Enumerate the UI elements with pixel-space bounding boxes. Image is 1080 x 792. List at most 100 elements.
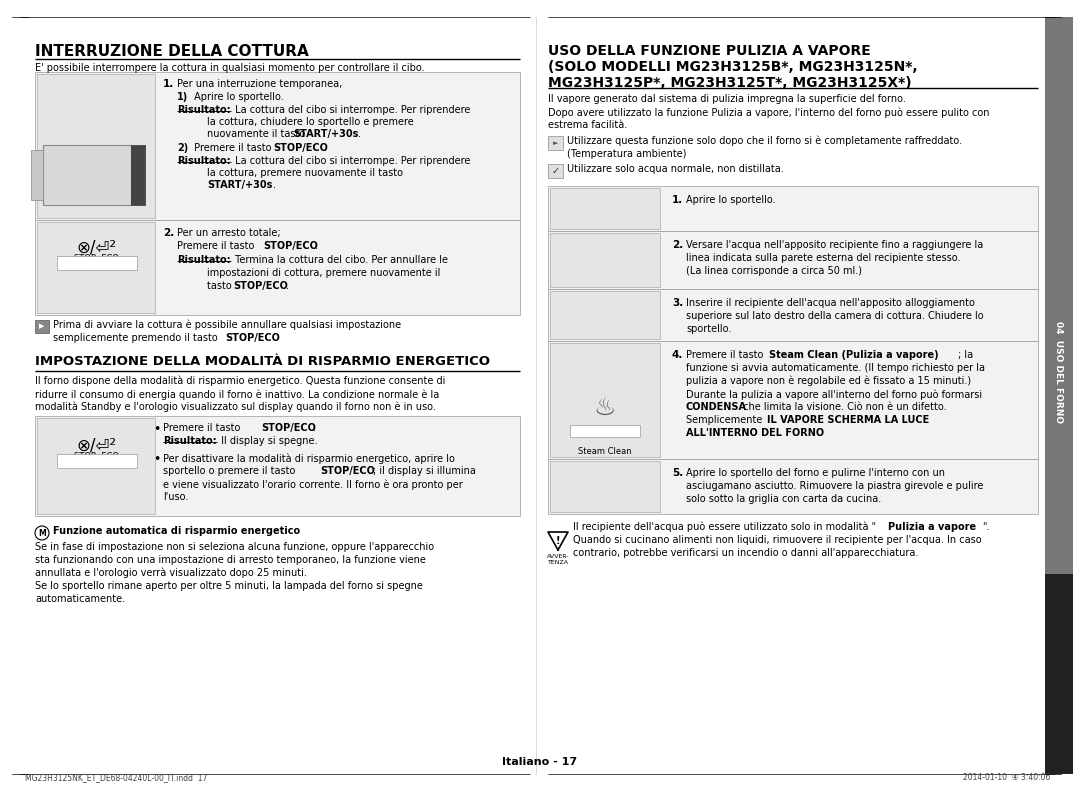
Text: •: • bbox=[153, 423, 160, 436]
Bar bbox=[31, 150, 43, 200]
Text: 2014-01-10  ④ 3:40:06: 2014-01-10 ④ 3:40:06 bbox=[962, 773, 1050, 782]
Text: Dopo avere utilizzato la funzione Pulizia a vapore, l'interno del forno può esse: Dopo avere utilizzato la funzione Pulizi… bbox=[548, 107, 989, 117]
Bar bbox=[570, 425, 640, 437]
Text: ✓: ✓ bbox=[552, 166, 559, 176]
Text: annullata e l'orologio verrà visualizzato dopo 25 minuti.: annullata e l'orologio verrà visualizzat… bbox=[35, 568, 307, 578]
Text: .: . bbox=[315, 241, 318, 251]
Text: •: • bbox=[153, 453, 160, 466]
Text: Inserire il recipiente dell'acqua nell'apposito alloggiamento: Inserire il recipiente dell'acqua nell'a… bbox=[686, 298, 975, 308]
Text: Risultato:: Risultato: bbox=[177, 255, 231, 265]
Text: 1): 1) bbox=[177, 92, 188, 102]
Text: Il vapore generato dal sistema di pulizia impregna la superficie del forno.: Il vapore generato dal sistema di pulizi… bbox=[548, 94, 906, 104]
Text: automaticamente.: automaticamente. bbox=[35, 594, 125, 604]
Bar bbox=[37, 418, 156, 514]
Text: solo sotto la griglia con carta da cucina.: solo sotto la griglia con carta da cucin… bbox=[686, 494, 881, 504]
Text: l'uso.: l'uso. bbox=[163, 492, 188, 502]
Text: impostazioni di cottura, premere nuovamente il: impostazioni di cottura, premere nuovame… bbox=[207, 268, 441, 278]
Text: la cottura, premere nuovamente il tasto: la cottura, premere nuovamente il tasto bbox=[207, 168, 403, 178]
Text: Il display si spegne.: Il display si spegne. bbox=[218, 436, 318, 446]
Text: .: . bbox=[273, 180, 276, 190]
Text: 1.: 1. bbox=[672, 195, 684, 205]
Text: START/+30s: START/+30s bbox=[293, 129, 359, 139]
Bar bbox=[548, 341, 1038, 459]
Text: !: ! bbox=[556, 536, 561, 546]
Text: ; la: ; la bbox=[958, 350, 973, 360]
Text: .: . bbox=[275, 333, 278, 343]
Bar bbox=[548, 186, 1038, 231]
Text: Utilizzare questa funzione solo dopo che il forno si è completamente raffreddato: Utilizzare questa funzione solo dopo che… bbox=[567, 136, 962, 147]
Text: Se lo sportello rimane aperto per oltre 5 minuti, la lampada del forno si spegne: Se lo sportello rimane aperto per oltre … bbox=[35, 581, 423, 591]
Text: 3.: 3. bbox=[672, 298, 684, 308]
Text: .: . bbox=[324, 143, 327, 153]
Text: Pulizia a vapore: Pulizia a vapore bbox=[888, 522, 976, 532]
Text: 04  USO DEL FORNO: 04 USO DEL FORNO bbox=[1054, 321, 1064, 423]
Text: e viene visualizzato l'orario corrente. Il forno è ora pronto per: e viene visualizzato l'orario corrente. … bbox=[163, 479, 462, 489]
Text: linea indicata sulla parete esterna del recipiente stesso.: linea indicata sulla parete esterna del … bbox=[686, 253, 960, 263]
Text: nuovamente il tasto: nuovamente il tasto bbox=[207, 129, 309, 139]
Text: ; il display si illumina: ; il display si illumina bbox=[373, 466, 476, 476]
Text: La cottura del cibo si interrompe. Per riprendere: La cottura del cibo si interrompe. Per r… bbox=[232, 156, 471, 166]
Bar bbox=[550, 461, 660, 512]
Text: Per un arresto totale;: Per un arresto totale; bbox=[177, 228, 281, 238]
Text: Aprire lo sportello.: Aprire lo sportello. bbox=[191, 92, 284, 102]
Text: Versare l'acqua nell'apposito recipiente fino a raggiungere la: Versare l'acqua nell'apposito recipiente… bbox=[686, 240, 983, 250]
Text: IL VAPORE SCHERMA LA LUCE: IL VAPORE SCHERMA LA LUCE bbox=[767, 415, 929, 425]
Text: Steam Clean: Steam Clean bbox=[578, 447, 632, 456]
Text: La cottura del cibo si interrompe. Per riprendere: La cottura del cibo si interrompe. Per r… bbox=[232, 105, 471, 115]
Text: ▶: ▶ bbox=[39, 323, 44, 329]
Text: CONDENSA: CONDENSA bbox=[686, 402, 747, 412]
Text: STOP/ECO: STOP/ECO bbox=[320, 466, 375, 476]
Text: Utilizzare solo acqua normale, non distillata.: Utilizzare solo acqua normale, non disti… bbox=[567, 164, 784, 174]
Text: estrema facilità.: estrema facilità. bbox=[548, 120, 627, 130]
Text: MG23H3125P*, MG23H3125T*, MG23H3125X*): MG23H3125P*, MG23H3125T*, MG23H3125X*) bbox=[548, 76, 912, 90]
Text: Funzione automatica di risparmio energetico: Funzione automatica di risparmio energet… bbox=[53, 526, 300, 536]
Text: Se in fase di impostazione non si seleziona alcuna funzione, oppure l'apparecchi: Se in fase di impostazione non si selezi… bbox=[35, 542, 434, 552]
Bar bbox=[550, 233, 660, 287]
Bar bbox=[43, 145, 131, 205]
Text: Premere il tasto: Premere il tasto bbox=[163, 423, 243, 433]
Bar bbox=[57, 256, 137, 270]
Text: STOP/ECO: STOP/ECO bbox=[261, 423, 315, 433]
Text: USO DELLA FUNZIONE PULIZIA A VAPORE: USO DELLA FUNZIONE PULIZIA A VAPORE bbox=[548, 44, 870, 58]
Bar bbox=[1045, 574, 1074, 774]
Text: Steam Clean (Pulizia a vapore): Steam Clean (Pulizia a vapore) bbox=[769, 350, 939, 360]
Text: .: . bbox=[816, 428, 820, 438]
Text: Aprire lo sportello.: Aprire lo sportello. bbox=[686, 195, 775, 205]
Text: M: M bbox=[38, 528, 45, 538]
Bar bbox=[35, 72, 519, 220]
Text: Quando si cucinano alimenti non liquidi, rimuovere il recipiente per l'acqua. In: Quando si cucinano alimenti non liquidi,… bbox=[573, 535, 982, 545]
Text: ALL'INTERNO DEL FORNO: ALL'INTERNO DEL FORNO bbox=[686, 428, 824, 438]
Text: .: . bbox=[313, 423, 316, 433]
Text: ⊗/⏎²: ⊗/⏎² bbox=[77, 238, 117, 256]
Bar bbox=[548, 164, 563, 178]
Text: STOP/ECO: STOP/ECO bbox=[273, 143, 328, 153]
Text: (Temperatura ambiente): (Temperatura ambiente) bbox=[567, 149, 687, 159]
Text: 2): 2) bbox=[177, 143, 188, 153]
Text: 1.: 1. bbox=[163, 79, 174, 89]
Text: ridurre il consumo di energia quando il forno è inattivo. La condizione normale : ridurre il consumo di energia quando il … bbox=[35, 389, 440, 399]
Text: contrario, potrebbe verificarsi un incendio o danni all'apparecchiatura.: contrario, potrebbe verificarsi un incen… bbox=[573, 548, 918, 558]
Bar bbox=[37, 74, 156, 218]
Bar bbox=[35, 220, 519, 315]
Text: 2.: 2. bbox=[163, 228, 174, 238]
Text: Per una interruzione temporanea,: Per una interruzione temporanea, bbox=[177, 79, 342, 89]
Bar bbox=[35, 416, 519, 516]
Text: ♨: ♨ bbox=[594, 396, 617, 420]
Bar bbox=[57, 454, 137, 468]
Text: asciugamano asciutto. Rimuovere la piastra girevole e pulire: asciugamano asciutto. Rimuovere la piast… bbox=[686, 481, 984, 491]
Text: START/+30s: START/+30s bbox=[207, 180, 272, 190]
Text: (La linea corrisponde a circa 50 ml.): (La linea corrisponde a circa 50 ml.) bbox=[686, 266, 862, 276]
Text: IMPOSTAZIONE DELLA MODALITÀ DI RISPARMIO ENERGETICO: IMPOSTAZIONE DELLA MODALITÀ DI RISPARMIO… bbox=[35, 355, 490, 368]
Text: sportello o premere il tasto: sportello o premere il tasto bbox=[163, 466, 298, 476]
Bar bbox=[548, 289, 1038, 341]
Text: E' possibile interrompere la cottura in qualsiasi momento per controllare il cib: E' possibile interrompere la cottura in … bbox=[35, 63, 424, 73]
Text: modalità Standby e l'orologio visualizzato sul display quando il forno non è in : modalità Standby e l'orologio visualizza… bbox=[35, 402, 436, 413]
Bar bbox=[37, 222, 156, 313]
Text: la cottura, chiudere lo sportello e premere: la cottura, chiudere lo sportello e prem… bbox=[207, 117, 414, 127]
Text: sta funzionando con una impostazione di arresto temporaneo, la funzione viene: sta funzionando con una impostazione di … bbox=[35, 555, 426, 565]
Text: AVVER-: AVVER- bbox=[546, 554, 569, 559]
Text: 2.: 2. bbox=[672, 240, 684, 250]
Text: Risultato:: Risultato: bbox=[177, 105, 231, 115]
Bar bbox=[548, 231, 1038, 289]
Text: Per disattivare la modalità di risparmio energetico, aprire lo: Per disattivare la modalità di risparmio… bbox=[163, 453, 455, 463]
